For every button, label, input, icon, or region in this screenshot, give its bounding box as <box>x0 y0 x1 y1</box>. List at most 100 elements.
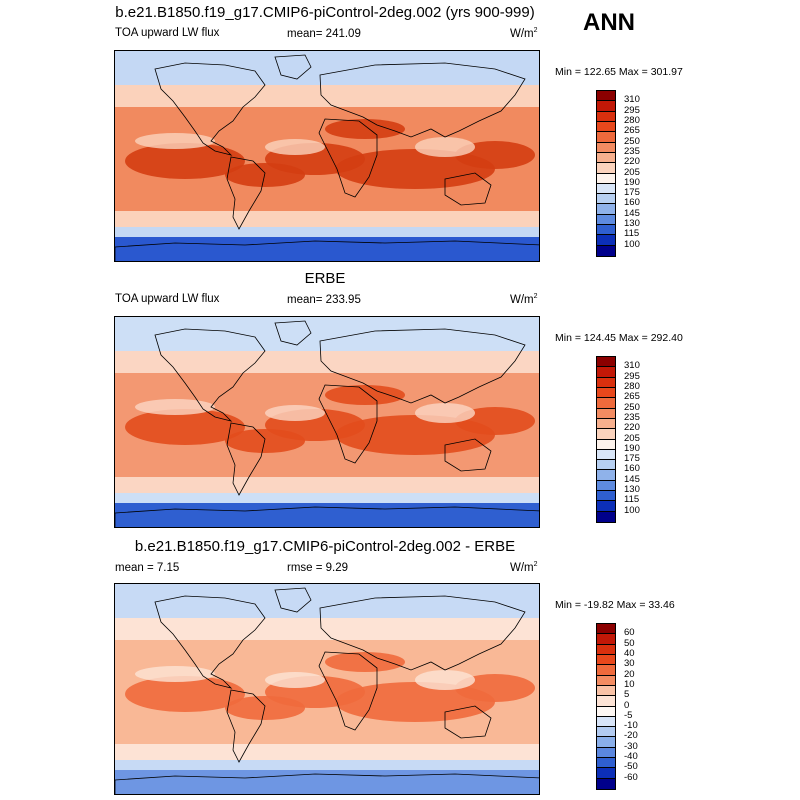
colorbar-tick-label: 60 <box>624 627 635 639</box>
colorbar-tick-label: 295 <box>624 370 640 382</box>
season-label: ANN <box>583 9 635 36</box>
colorbar-tick-label: 250 <box>624 401 640 413</box>
panel-2-center-label: mean= 233.95 <box>287 294 361 306</box>
map-coastline <box>319 595 526 671</box>
colorbar-tick-label: 190 <box>624 176 640 188</box>
colorbar-swatch <box>597 439 615 450</box>
panel-1-left-label: TOA upward LW flux <box>115 27 220 39</box>
map-coastline <box>444 705 492 739</box>
map-coastline <box>274 54 312 80</box>
colorbar-tick-label: 145 <box>624 207 640 219</box>
colorbar-swatch <box>597 173 615 184</box>
colorbar-tick-label: 175 <box>624 187 640 199</box>
colorbar-tick-label: 295 <box>624 104 640 116</box>
map-coastline <box>154 62 266 156</box>
colorbar-swatch <box>597 460 615 471</box>
panel-3-center-label: rmse = 9.29 <box>287 562 349 574</box>
colorbar-tick-label: 100 <box>624 504 640 516</box>
colorbar-swatch <box>597 111 615 122</box>
colorbar-tick-label: 115 <box>624 494 640 506</box>
panel-2-map <box>114 316 540 528</box>
map-band-polar <box>115 768 539 794</box>
map-field-maximum <box>335 682 495 722</box>
colorbar-tick-label: 20 <box>624 668 635 680</box>
colorbar-swatch <box>597 91 615 102</box>
panel-1-units: W/m2 <box>510 27 538 40</box>
panel-2-title: ERBE <box>304 270 346 287</box>
map-field-maximum <box>335 415 495 455</box>
colorbar-swatch <box>597 449 615 461</box>
colorbar-tick-label: 190 <box>624 442 640 454</box>
panel-3-title: b.e21.B1850.f19_g17.CMIP6-piControl-2deg… <box>134 538 516 555</box>
colorbar-tick-label: 265 <box>624 125 640 137</box>
map-field-minimum <box>265 405 325 421</box>
colorbar-tick-label: 10 <box>624 678 635 690</box>
colorbar-swatch <box>597 768 615 779</box>
colorbar-swatch <box>597 737 615 748</box>
colorbar-swatch <box>597 644 615 655</box>
colorbar-swatch <box>597 429 615 440</box>
map-field-minimum <box>265 139 325 155</box>
colorbar-tick-label: -50 <box>624 761 638 773</box>
map-coastline <box>274 320 312 346</box>
panel-2-left-label: TOA upward LW flux <box>115 293 220 305</box>
colorbar-tick-label: 220 <box>624 156 640 168</box>
colorbar-swatch <box>597 696 615 707</box>
map-coastline <box>444 438 492 472</box>
colorbar-tick-label: 130 <box>624 218 640 230</box>
map-coastline <box>319 328 526 404</box>
colorbar-swatch <box>597 675 615 686</box>
map-coastline <box>115 506 539 527</box>
map-coastline <box>226 689 266 763</box>
map-band-subpolar <box>115 760 539 770</box>
map-field-maximum <box>455 674 535 702</box>
colorbar-swatch <box>597 501 615 512</box>
colorbar-swatch <box>597 480 615 492</box>
map-coastline <box>226 156 266 230</box>
colorbar-tick-label: 235 <box>624 145 640 157</box>
colorbar-swatch <box>597 716 615 728</box>
colorbar-swatch <box>597 706 615 717</box>
colorbar-swatch <box>597 235 615 246</box>
colorbar-tick-label: 145 <box>624 473 640 485</box>
colorbar-swatch <box>597 183 615 195</box>
colorbar-tick-label: 0 <box>624 699 630 711</box>
colorbar-tick-label: 100 <box>624 238 640 250</box>
colorbar-tick-label: 50 <box>624 637 635 649</box>
colorbar-tick-label: -10 <box>624 720 638 732</box>
colorbar-swatch <box>597 194 615 205</box>
map-field-minimum <box>265 672 325 688</box>
colorbar-swatch <box>597 398 615 409</box>
panel-2-map-canvas <box>115 317 539 527</box>
colorbar-tick-label: 160 <box>624 197 640 209</box>
colorbar-swatch <box>597 367 615 378</box>
map-band-subpolar <box>115 227 539 237</box>
map-field-maximum <box>225 429 305 453</box>
map-field-minimum <box>135 666 215 682</box>
panel-3-units: W/m2 <box>510 561 538 574</box>
map-field-maximum <box>125 676 245 712</box>
colorbar-swatch <box>597 387 615 399</box>
colorbar-swatch <box>597 121 615 133</box>
colorbar-tick-label: -30 <box>624 740 638 752</box>
colorbar-swatch <box>597 418 615 430</box>
colorbar-swatch <box>597 101 615 112</box>
colorbar-swatch <box>597 152 615 164</box>
map-field-maximum <box>225 696 305 720</box>
colorbar-swatch <box>597 727 615 738</box>
colorbar-tick-label: 30 <box>624 658 635 670</box>
panel-1-map-canvas <box>115 51 539 261</box>
colorbar-swatch <box>597 163 615 174</box>
colorbar-swatch <box>597 624 615 635</box>
map-field-maximum <box>325 652 405 672</box>
map-coastline <box>115 240 539 261</box>
colorbar-tick-label: 175 <box>624 453 640 465</box>
panel-3-map-canvas <box>115 584 539 794</box>
panel-3-left-label: mean = 7.15 <box>115 562 180 574</box>
map-coastline <box>154 328 266 422</box>
map-field-maximum <box>455 407 535 435</box>
map-field-maximum <box>325 385 405 405</box>
map-coastline <box>318 118 378 198</box>
colorbar-tick-label: -5 <box>624 709 633 721</box>
map-coastline <box>226 422 266 496</box>
